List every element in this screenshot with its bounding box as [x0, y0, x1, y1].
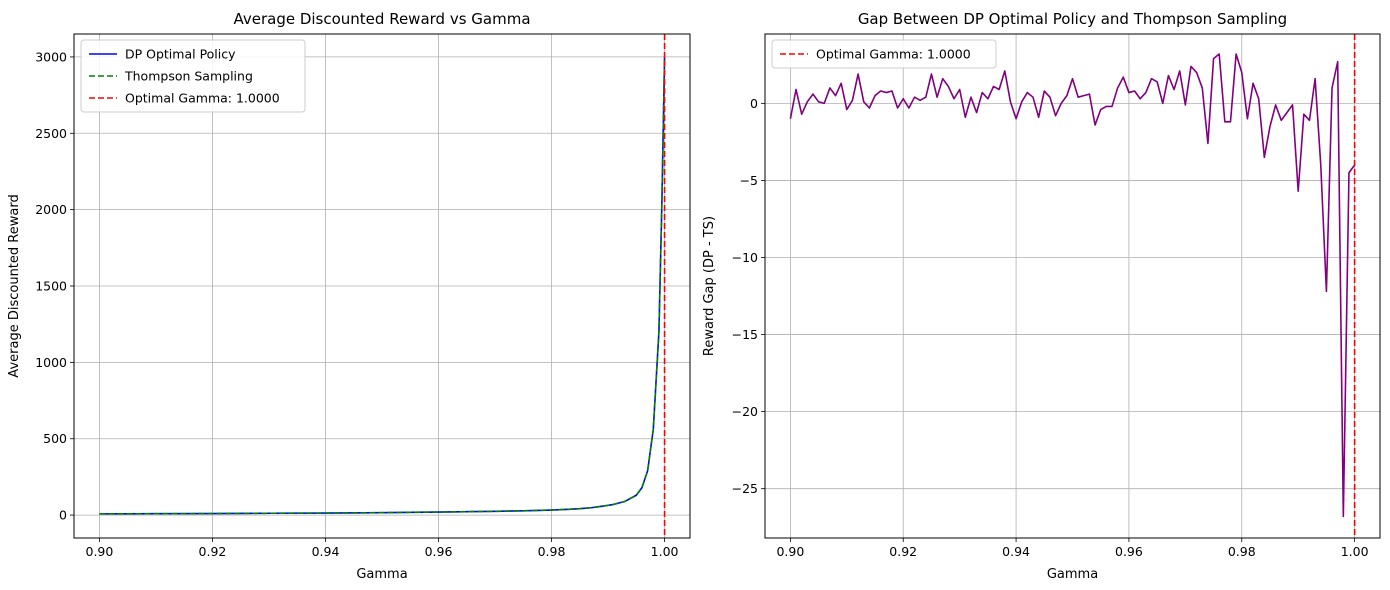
- right-x-tick-label: 0.94: [1002, 544, 1030, 559]
- right-x-tick-label: 1.00: [1341, 544, 1369, 559]
- left-x-tick-label: 0.92: [199, 544, 227, 559]
- left-y-tick-label: 500: [43, 431, 67, 446]
- right-y-tick-label: −10: [732, 250, 758, 265]
- left-y-axis-label: Average Discounted Reward: [7, 194, 22, 377]
- left-x-tick-label: 0.98: [538, 544, 566, 559]
- right-x-axis-label: Gamma: [1047, 567, 1098, 582]
- right-legend-box: [771, 39, 997, 69]
- right-y-tick-label: −15: [732, 327, 758, 342]
- right-plot-area: [789, 34, 1356, 538]
- right-y-tick-label: −20: [732, 404, 758, 419]
- right-series-line-1: [789, 53, 1356, 518]
- left-x-tick-label: 1.00: [651, 544, 679, 559]
- left-ticks: 0.90 0.92 0.94 0.96 0.98 1.00 0 500 1000 1500 2000…: [35, 49, 678, 559]
- right-y-tick-label: −5: [740, 173, 758, 188]
- right-legend: Optimal Gamma: 1.0000: [771, 39, 997, 69]
- left-series-line-1: [99, 56, 666, 515]
- right-x-tick-label: 0.96: [1115, 544, 1143, 559]
- left-chart-title: Average Discounted Reward vs Gamma: [233, 10, 530, 28]
- left-y-tick-label: 2500: [35, 126, 67, 141]
- left-plot-area: [99, 34, 666, 538]
- right-axes-frame: [764, 33, 1381, 539]
- left-x-tick-label: 0.94: [312, 544, 340, 559]
- right-x-tick-label: 0.92: [889, 544, 917, 559]
- left-legend-box: [80, 39, 306, 113]
- right-y-tick-label: 0: [750, 96, 758, 111]
- right-chart-title: Gap Between DP Optimal Policy and Thomps…: [858, 10, 1287, 28]
- left-y-tick-label: 3000: [35, 49, 67, 64]
- right-grid: [765, 34, 1380, 538]
- left-y-tick-label: 2000: [35, 202, 67, 217]
- left-y-tick-label: 1500: [35, 279, 67, 294]
- left-legend-label: Thompson Sampling: [124, 69, 253, 84]
- left-y-tick-label: 0: [59, 508, 67, 523]
- right-y-axis-label: Reward Gap (DP - TS): [702, 216, 717, 356]
- left-x-tick-label: 0.90: [86, 544, 114, 559]
- right-x-tick-label: 0.98: [1228, 544, 1256, 559]
- right-y-tick-label: −25: [732, 481, 758, 496]
- left-legend-label: DP Optimal Policy: [125, 47, 236, 62]
- left-legend: DP Optimal Policy Thompson Sampling Optima…: [80, 39, 306, 113]
- left-x-tick-label: 0.96: [425, 544, 453, 559]
- left-y-tick-label: 1000: [35, 355, 67, 370]
- left-x-axis-label: Gamma: [356, 567, 407, 582]
- left-series-line-2: [99, 56, 666, 515]
- right-x-tick-label: 0.90: [776, 544, 804, 559]
- right-chart: 0.90 0.92 0.94 0.96 0.98 1.000−5−10−15−20−25 …: [702, 10, 1381, 582]
- left-legend-label: Optimal Gamma: 1.0000: [125, 91, 280, 106]
- right-legend-label: Optimal Gamma: 1.0000: [816, 47, 971, 62]
- right-ticks: 0.90 0.92 0.94 0.96 0.98 1.00 0 −5 −10 −15 −20 −25: [732, 96, 1369, 559]
- left-chart: 0.90 0.92 0.94 0.96 0.98 1.00 0 500 1000 1500 2000…: [7, 10, 691, 582]
